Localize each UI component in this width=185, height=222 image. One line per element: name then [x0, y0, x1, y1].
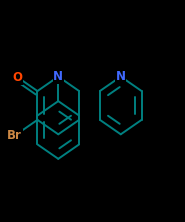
Text: O: O: [13, 71, 23, 84]
Text: Br: Br: [7, 129, 22, 142]
Text: N: N: [53, 70, 63, 83]
Text: N: N: [116, 70, 126, 83]
